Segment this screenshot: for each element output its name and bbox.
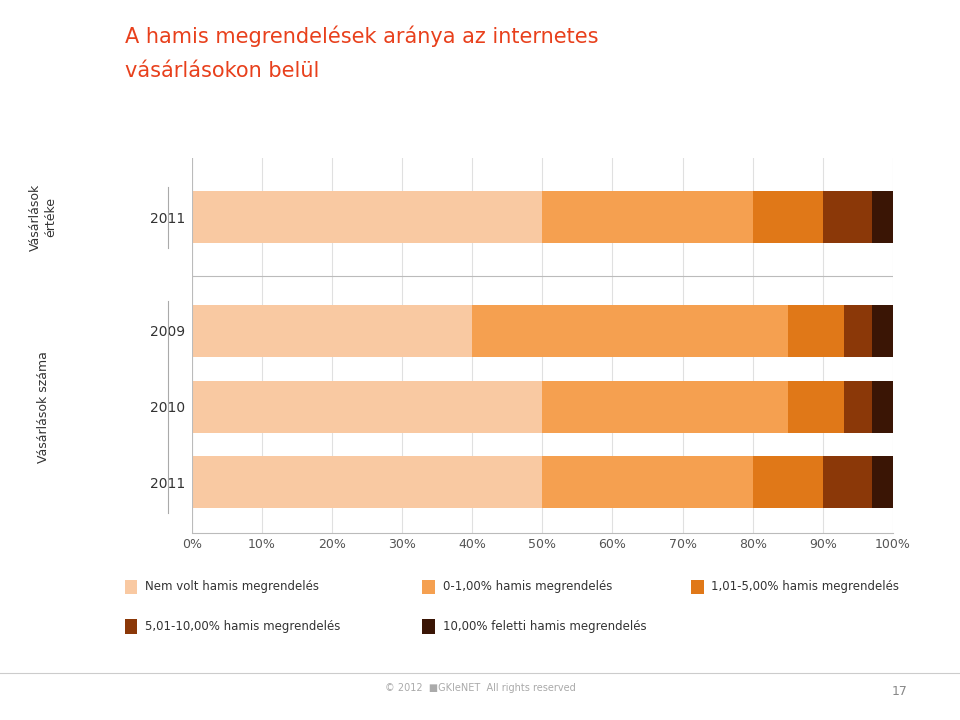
Text: Nem volt hamis megrendelés: Nem volt hamis megrendelés: [145, 580, 319, 593]
Bar: [872, 380, 893, 433]
Bar: [542, 380, 787, 433]
Bar: [542, 456, 753, 508]
Bar: [844, 380, 872, 433]
Bar: [823, 192, 872, 243]
Bar: [192, 456, 542, 508]
Bar: [542, 192, 753, 243]
Bar: [787, 305, 844, 357]
Text: vásárlásokon belül: vásárlásokon belül: [125, 61, 319, 81]
Bar: [823, 456, 872, 508]
Bar: [872, 456, 893, 508]
Bar: [192, 380, 542, 433]
Text: 17: 17: [891, 685, 907, 698]
Bar: [753, 192, 823, 243]
Text: © 2012  ■GKIeNET  All rights reserved: © 2012 ■GKIeNET All rights reserved: [385, 683, 575, 693]
Text: A hamis megrendelések aránya az internetes: A hamis megrendelések aránya az internet…: [125, 25, 598, 47]
Text: 0-1,00% hamis megrendelés: 0-1,00% hamis megrendelés: [443, 580, 612, 593]
Bar: [872, 192, 893, 243]
Bar: [753, 456, 823, 508]
Text: 1,01-5,00% hamis megrendelés: 1,01-5,00% hamis megrendelés: [711, 580, 900, 593]
Text: Vásárlások
értéke: Vásárlások értéke: [29, 184, 58, 251]
Bar: [192, 305, 472, 357]
Text: 10,00% feletti hamis megrendelés: 10,00% feletti hamis megrendelés: [443, 620, 646, 633]
Text: Vásárlások száma: Vásárlások száma: [36, 351, 50, 462]
Bar: [787, 380, 844, 433]
Bar: [872, 305, 893, 357]
Bar: [844, 305, 872, 357]
Text: 5,01-10,00% hamis megrendelés: 5,01-10,00% hamis megrendelés: [145, 620, 341, 633]
Bar: [192, 192, 542, 243]
Bar: [472, 305, 787, 357]
